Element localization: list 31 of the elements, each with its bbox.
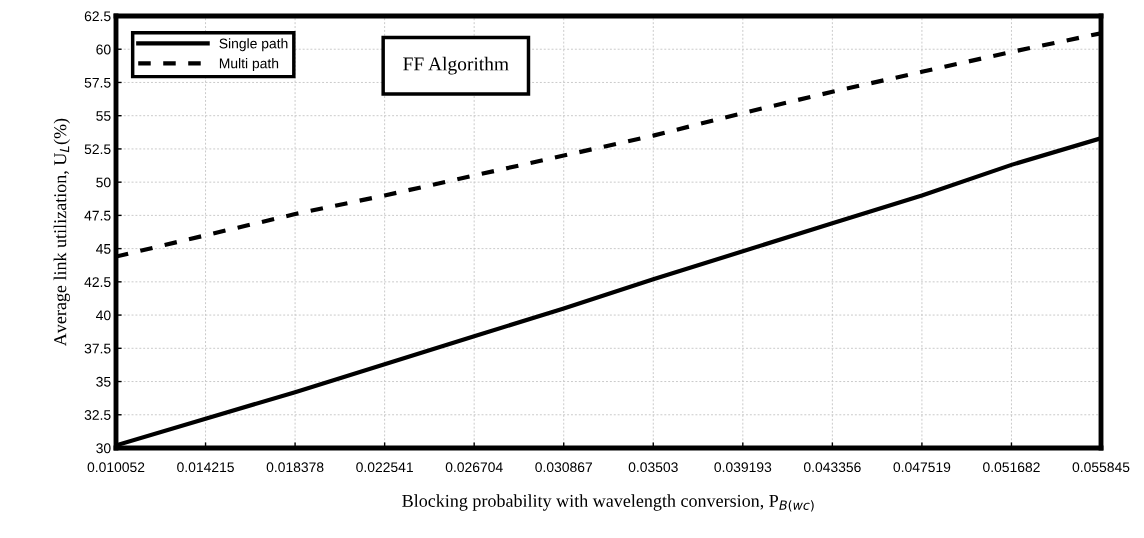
y-tick-label: 57.5 xyxy=(84,77,111,88)
y-tick-label: 42.5 xyxy=(84,277,111,288)
x-tick-label: 0.010052 xyxy=(87,462,145,473)
y-tick-label: 35 xyxy=(96,376,111,387)
legend-label: Single path xyxy=(219,38,288,52)
x-tick-label: 0.030867 xyxy=(535,462,592,473)
y-tick-label: 50 xyxy=(96,177,111,188)
y-tick-label: 47.5 xyxy=(84,210,111,221)
x-tick-label: 0.055845 xyxy=(1072,462,1130,473)
y-tick-label: 30 xyxy=(96,443,111,454)
y-tick-label: 60 xyxy=(96,44,111,55)
x-tick-label: 0.039193 xyxy=(714,462,772,473)
legend-label: Multi path xyxy=(219,58,279,72)
y-tick-label: 52.5 xyxy=(84,144,111,155)
y-tick-label: 62.5 xyxy=(84,11,111,22)
y-tick-label: 32.5 xyxy=(84,410,111,420)
x-tick-label: 0.018378 xyxy=(266,462,324,473)
x-tick-label: 0.026704 xyxy=(445,462,503,473)
x-tick-label: 0.03503 xyxy=(628,462,678,473)
x-tick-label: 0.043356 xyxy=(803,462,861,473)
annotation: FF Algorithm xyxy=(403,56,509,75)
y-axis-title: Average link utilization, U$_{L}$(%) xyxy=(53,118,71,347)
y-tick-label: 37.5 xyxy=(84,343,111,354)
x-tick-label: 0.014215 xyxy=(177,462,234,473)
x-tick-label: 0.051682 xyxy=(983,462,1040,473)
x-tick-label: 0.047519 xyxy=(893,462,951,473)
y-tick-label: 55 xyxy=(96,111,111,121)
x-axis-title: Blocking probability with wavelength conversion, P$_{B(wc)}$ xyxy=(402,494,814,512)
x-tick-label: 0.022541 xyxy=(356,462,413,473)
y-tick-label: 40 xyxy=(96,310,111,321)
y-tick-label: 45 xyxy=(96,244,111,254)
